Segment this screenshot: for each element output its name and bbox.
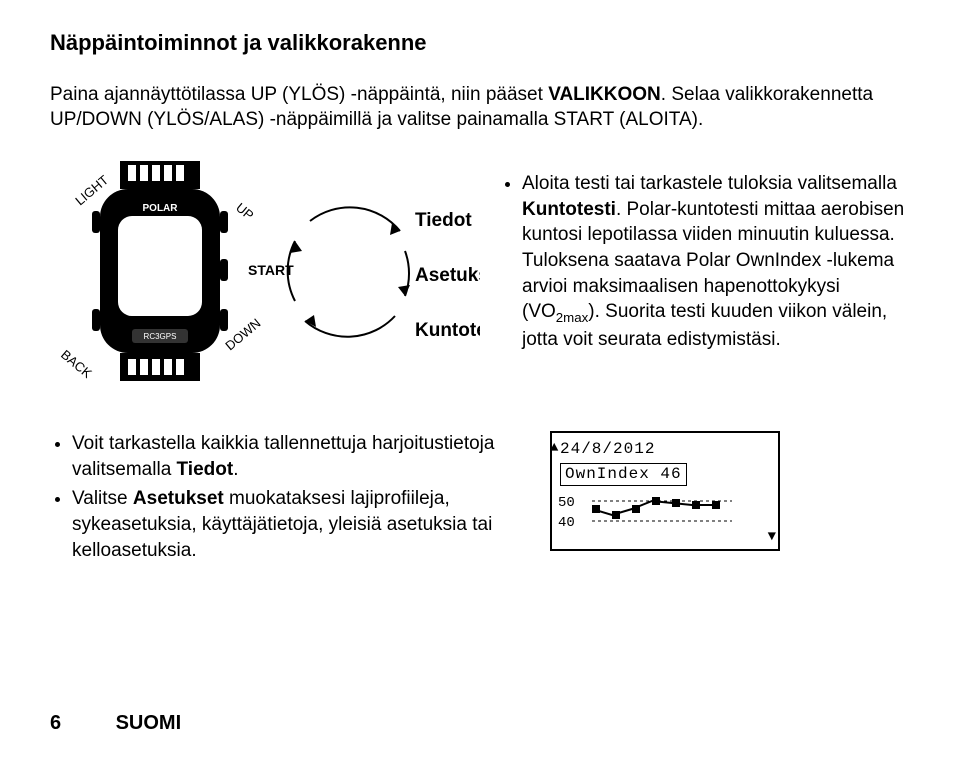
watch-brand-label: POLAR (143, 203, 179, 214)
menu-tiedot: Tiedot (415, 210, 472, 231)
b1-sub: 2max (556, 310, 589, 325)
b1-pre: Aloita testi tai tarkastele tuloksia val… (522, 173, 897, 194)
right-bullet-list: Aloita testi tai tarkastele tuloksia val… (480, 161, 910, 357)
left-bullet-list: Voit tarkastella kaikkia tallennettuja h… (50, 431, 520, 567)
lcd-arrow-down-icon: ▼ (768, 528, 776, 547)
lcd-date: 24/8/2012 (560, 439, 770, 461)
page-footer: 6 SUOMI (50, 710, 181, 737)
b1-bold: Kuntotesti (522, 199, 616, 220)
lcd-y40: 40 (558, 513, 575, 533)
bullet-tiedot: Voit tarkastella kaikkia tallennettuja h… (72, 431, 520, 482)
page-number: 6 (50, 710, 110, 737)
footer-lang: SUOMI (116, 712, 182, 734)
page-title: Näppäintoiminnot ja valikkorakenne (50, 28, 910, 58)
back-label: BACK (58, 347, 95, 381)
bullet-asetukset: Valitse Asetukset muokataksesi lajiprofi… (72, 486, 520, 563)
lcd-ownindex: OwnIndex 46 (560, 463, 687, 487)
l1-post: . (233, 459, 238, 480)
lcd-graph (592, 491, 752, 541)
menu-asetukset: Asetukset (415, 265, 480, 286)
l2-pre: Valitse (72, 488, 133, 509)
watch-menu-diagram: POLAR RC3GPS LIGHT BACK UP START DOWN (50, 161, 480, 391)
intro-paragraph: Paina ajannäyttötilassa UP (YLÖS) -näppä… (50, 82, 910, 133)
lcd-screenshot: ▲ 24/8/2012 OwnIndex 46 50 40 (550, 431, 780, 551)
l1-bold: Tiedot (177, 459, 234, 480)
bullet-kuntotesti: Aloita testi tai tarkastele tuloksia val… (522, 171, 910, 353)
b1-end: ). Suorita testi kuuden viikon välein, j… (522, 301, 887, 350)
down-label: DOWN (222, 315, 263, 353)
lcd-arrow-up-icon: ▲ (550, 439, 558, 458)
menu-kuntotesti: Kuntotesti (415, 320, 480, 341)
l1-pre: Voit tarkastella kaikkia tallennettuja h… (72, 433, 494, 480)
l2-bold: Asetukset (133, 488, 224, 509)
intro-pre: Paina ajannäyttötilassa UP (YLÖS) -näppä… (50, 84, 548, 105)
lcd-y50: 50 (558, 493, 575, 513)
intro-bold-valikkoon: VALIKKOON (548, 84, 661, 105)
watch-model-label: RC3GPS (144, 332, 177, 341)
up-label: UP (233, 200, 256, 223)
